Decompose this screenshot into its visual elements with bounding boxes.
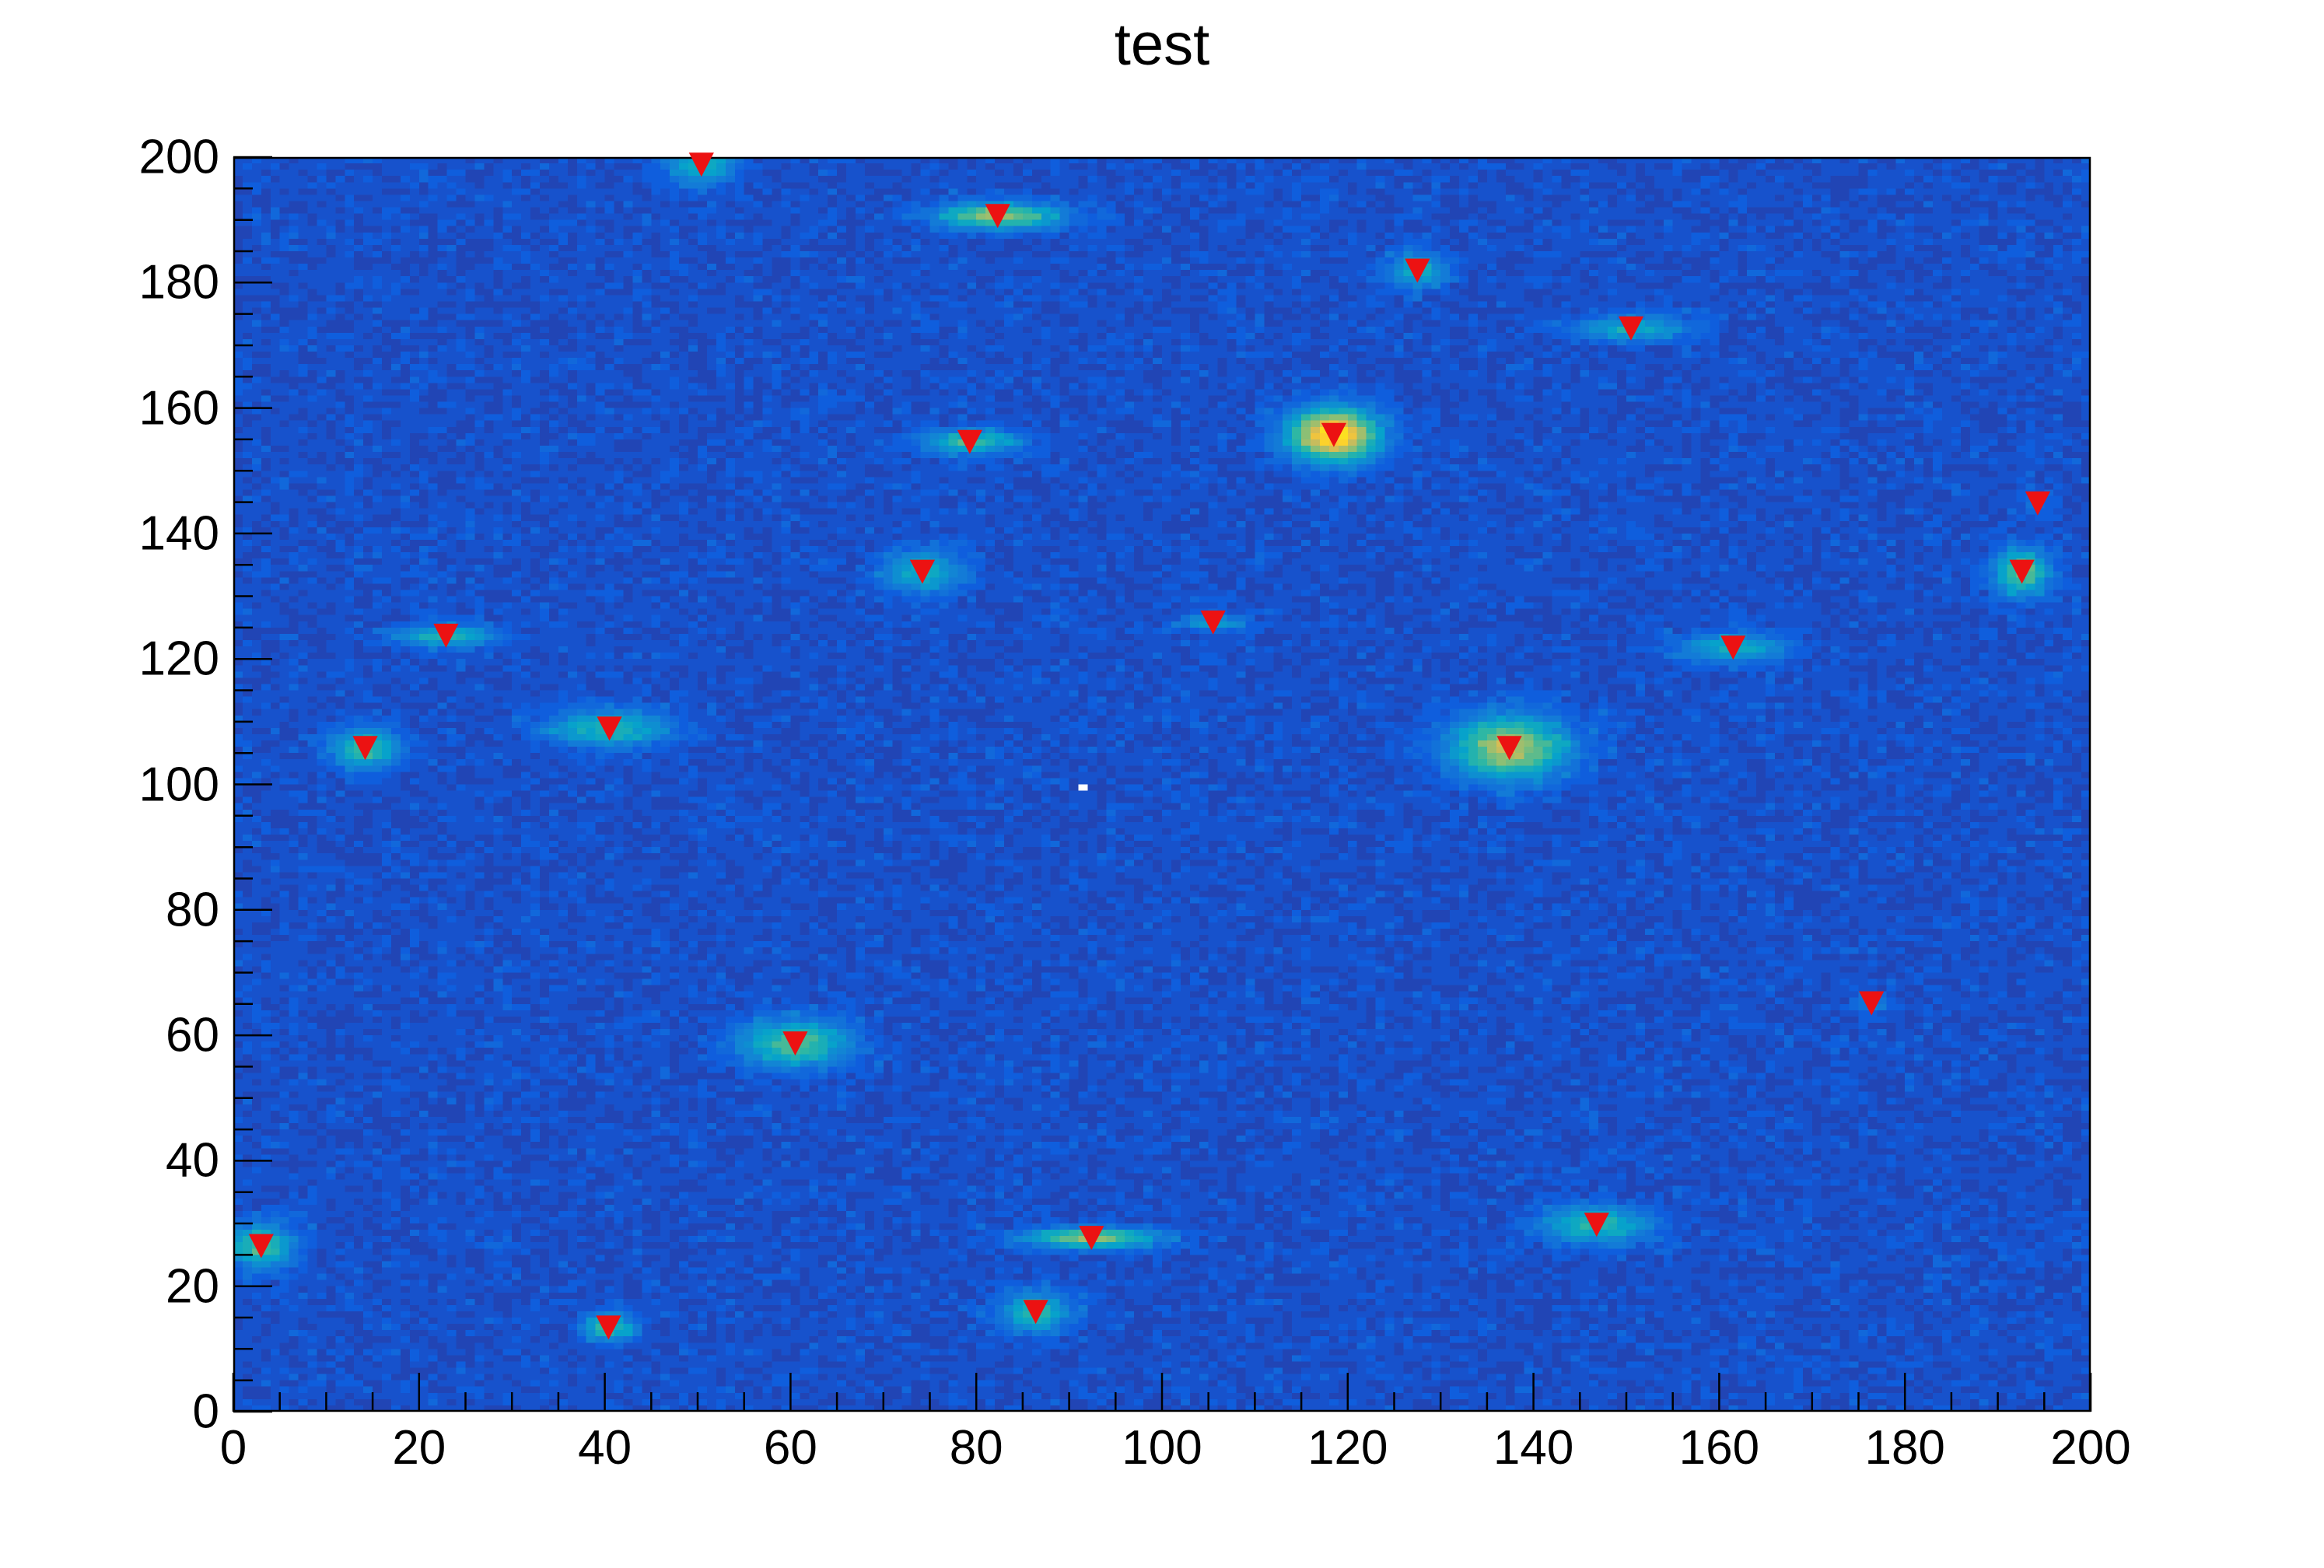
data-marker	[2025, 491, 2051, 516]
data-marker	[1405, 258, 1430, 283]
data-marker	[352, 736, 378, 761]
data-marker	[1496, 736, 1522, 761]
y-tick-label: 180	[138, 255, 219, 310]
y-tick-label: 200	[138, 130, 219, 184]
x-tick-label: 140	[1493, 1421, 1574, 1475]
data-marker	[433, 623, 459, 648]
y-tick-label: 20	[166, 1259, 219, 1314]
data-marker	[957, 429, 982, 454]
data-marker	[597, 716, 622, 741]
y-tick-label: 140	[138, 506, 219, 561]
x-tick-label: 160	[1678, 1421, 1760, 1475]
x-tick-label: 40	[578, 1421, 632, 1475]
data-marker	[1321, 422, 1346, 447]
x-tick-label: 180	[1864, 1421, 1945, 1475]
y-tick-label: 0	[192, 1384, 219, 1439]
x-tick-label: 20	[392, 1421, 446, 1475]
y-tick-label: 120	[138, 632, 219, 686]
data-marker	[1859, 991, 1885, 1016]
y-tick-label: 60	[166, 1008, 219, 1062]
data-marker	[248, 1234, 274, 1258]
plot-overlay	[232, 152, 2092, 1413]
data-marker	[909, 559, 936, 584]
x-tick-label: 0	[219, 1421, 247, 1475]
data-marker	[985, 204, 1010, 229]
x-tick-label: 100	[1122, 1421, 1202, 1475]
data-marker	[596, 1315, 621, 1340]
heatmap-canvas	[233, 157, 2091, 1412]
data-marker	[1079, 1226, 1104, 1251]
y-tick-label: 80	[166, 883, 219, 937]
data-marker	[1200, 610, 1226, 635]
plot-title: test	[1114, 12, 1210, 78]
data-marker	[1023, 1300, 1048, 1325]
x-tick-label: 120	[1307, 1421, 1388, 1475]
x-tick-label: 60	[763, 1421, 817, 1475]
y-tick-label: 40	[166, 1133, 219, 1188]
frame-border	[233, 156, 2091, 1412]
data-marker	[1618, 316, 1644, 341]
axis-ticks	[232, 156, 2092, 1413]
data-marker	[1720, 635, 1746, 660]
x-tick-label: 200	[2050, 1421, 2131, 1475]
data-marker	[2009, 559, 2035, 584]
data-marker	[1584, 1213, 1609, 1237]
plot-frame	[232, 152, 2092, 1413]
y-tick-label: 100	[138, 758, 219, 811]
data-marker	[782, 1031, 808, 1056]
x-tick-label: 80	[949, 1421, 1003, 1475]
data-marker	[688, 152, 714, 177]
y-tick-label: 160	[138, 381, 219, 436]
